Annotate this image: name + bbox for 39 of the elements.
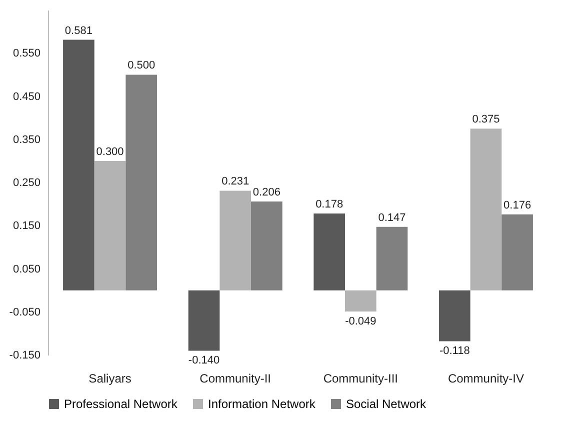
data-label: 0.231 [222,176,250,188]
bar [94,160,126,290]
data-label: -0.140 [188,354,220,367]
x-tick-label: Community-II [200,372,272,386]
data-label: 0.581 [64,24,92,37]
bar [470,128,502,290]
data-label: 0.500 [128,60,156,72]
legend-label: Information Network [208,397,316,411]
y-tick-label: -0.050 [9,306,40,318]
y-tick-label: 0.050 [12,263,40,276]
y-tick-label: 0.550 [12,48,40,60]
bar [251,201,282,290]
bar [344,290,376,312]
bar [63,40,94,290]
data-label: 0.176 [504,199,532,212]
y-tick-label: 0.350 [12,134,40,146]
legend-label: Professional Network [64,397,178,411]
bar [314,214,345,290]
data-label: 0.147 [378,212,406,224]
y-tick-label: -0.150 [9,350,40,362]
x-tick-label: Saliyars [88,372,132,386]
data-label: 0.178 [316,198,344,211]
data-label: 0.206 [252,186,280,198]
y-tick-label: 0.250 [12,177,40,189]
bar [376,226,408,290]
bar [188,290,220,351]
data-label: -0.049 [345,315,376,328]
x-tick-label: Community-IV [448,372,524,386]
bar [220,190,252,290]
bar [126,74,158,290]
bar [502,214,533,290]
y-tick-label: 0.150 [12,220,40,232]
data-label: 0.375 [472,114,500,126]
data-label: 0.300 [96,146,124,158]
x-tick-label: Community-III [323,372,398,386]
bar [438,290,470,342]
data-label: -0.118 [439,345,470,358]
legend-label: Social Network [346,397,428,411]
y-tick-label: 0.450 [12,90,40,103]
